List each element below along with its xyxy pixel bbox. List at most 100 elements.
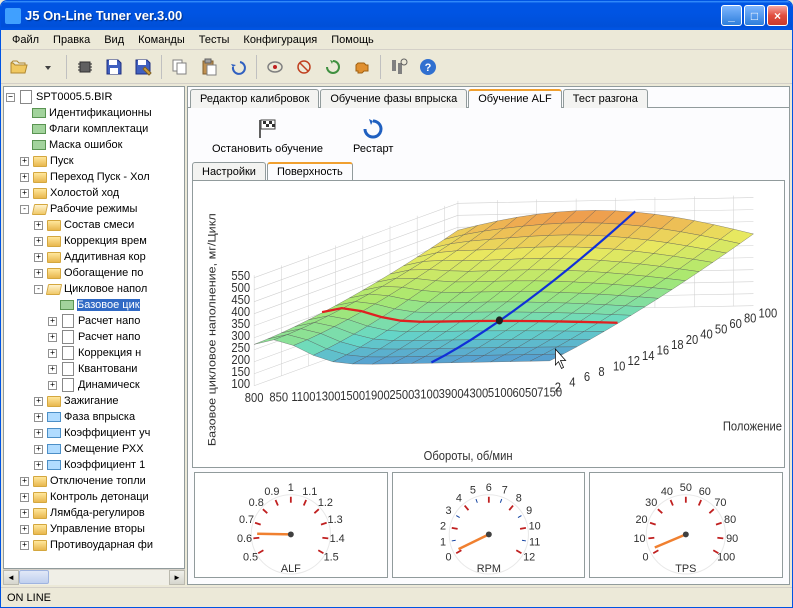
tree-item[interactable]: +Зажигание bbox=[6, 393, 182, 409]
tool2-button[interactable] bbox=[290, 53, 318, 81]
tree-item[interactable]: Идентификационны bbox=[6, 105, 182, 121]
svg-text:1.3: 1.3 bbox=[328, 514, 343, 526]
paste-button[interactable] bbox=[195, 53, 223, 81]
menu-item[interactable]: Конфигурация bbox=[236, 32, 324, 48]
help-button[interactable]: ? bbox=[414, 53, 442, 81]
surface-chart[interactable]: 1001502002503003504004505005508008501100… bbox=[192, 180, 785, 468]
tree-item[interactable]: +Аддитивная кор bbox=[6, 249, 182, 265]
svg-text:0: 0 bbox=[445, 552, 451, 564]
svg-text:10: 10 bbox=[613, 359, 626, 374]
svg-text:1300: 1300 bbox=[316, 389, 341, 404]
svg-text:60: 60 bbox=[699, 486, 711, 498]
tree-item[interactable]: Флаги комплектаци bbox=[6, 121, 182, 137]
svg-text:2500: 2500 bbox=[389, 388, 414, 403]
scroll-left-button[interactable]: ◄ bbox=[3, 570, 19, 585]
svg-text:550: 550 bbox=[231, 268, 250, 283]
main-panel: Редактор калибровокОбучение фазы впрыска… bbox=[187, 86, 790, 585]
svg-text:10: 10 bbox=[528, 520, 540, 532]
svg-text:1900: 1900 bbox=[365, 388, 390, 403]
undo-button[interactable] bbox=[224, 53, 252, 81]
tree-item[interactable]: Маска ошибок bbox=[6, 137, 182, 153]
svg-text:4: 4 bbox=[456, 493, 462, 505]
svg-text:40: 40 bbox=[661, 486, 673, 498]
svg-text:850: 850 bbox=[269, 390, 288, 405]
svg-text:10: 10 bbox=[634, 533, 646, 545]
scroll-thumb[interactable] bbox=[19, 570, 49, 584]
scroll-right-button[interactable]: ► bbox=[169, 570, 185, 585]
tree-item[interactable]: +Лямбда-регулиров bbox=[6, 505, 182, 521]
tree-item[interactable]: +Пуск bbox=[6, 153, 182, 169]
svg-text:50: 50 bbox=[680, 482, 692, 494]
menu-item[interactable]: Вид bbox=[97, 32, 131, 48]
tree-item[interactable]: +Квантовани bbox=[6, 361, 182, 377]
tree-item[interactable]: -Рабочие режимы bbox=[6, 201, 182, 217]
menu-item[interactable]: Правка bbox=[46, 32, 97, 48]
tree-item[interactable]: +Расчет напо bbox=[6, 329, 182, 345]
gauge-alf: 0.50.60.70.80.911.11.21.31.41.5ALF bbox=[194, 472, 388, 578]
menu-item[interactable]: Файл bbox=[5, 32, 46, 48]
tree-item[interactable]: +Коэффициент уч bbox=[6, 425, 182, 441]
tree-item[interactable]: +Отключение топли bbox=[6, 473, 182, 489]
svg-text:3100: 3100 bbox=[414, 387, 439, 402]
svg-text:RPM: RPM bbox=[476, 563, 500, 575]
tree-item[interactable]: +Переход Пуск - Хол bbox=[6, 169, 182, 185]
svg-text:?: ? bbox=[425, 62, 432, 74]
main-tab[interactable]: Редактор калибровок bbox=[190, 89, 319, 108]
tree-item[interactable]: +Смещение РХХ bbox=[6, 441, 182, 457]
tree-item[interactable]: +Коррекция врем bbox=[6, 233, 182, 249]
tool1-button[interactable] bbox=[261, 53, 289, 81]
tree-panel[interactable]: −SPT0005.5.BIRИдентификационныФлаги комп… bbox=[3, 86, 185, 569]
tree-item[interactable]: +Фаза впрыска bbox=[6, 409, 182, 425]
menu-item[interactable]: Помощь bbox=[324, 32, 381, 48]
chip-button[interactable] bbox=[71, 53, 99, 81]
tree-item[interactable]: +Динамическ bbox=[6, 377, 182, 393]
main-tab[interactable]: Тест разгона bbox=[563, 89, 648, 108]
tree-item[interactable]: +Коррекция н bbox=[6, 345, 182, 361]
tool3-button[interactable] bbox=[319, 53, 347, 81]
open-button[interactable] bbox=[5, 53, 33, 81]
tree-item[interactable]: +Состав смеси bbox=[6, 217, 182, 233]
tree-item[interactable]: -Цикловое напол bbox=[6, 281, 182, 297]
save-as-button[interactable] bbox=[129, 53, 157, 81]
minimize-button[interactable]: _ bbox=[721, 5, 742, 26]
tree-item[interactable]: +Управление вторы bbox=[6, 521, 182, 537]
engine-button[interactable] bbox=[348, 53, 376, 81]
tree-item[interactable]: +Холостой ход bbox=[6, 185, 182, 201]
subtabs: НастройкиПоверхность bbox=[192, 162, 785, 181]
tree-item[interactable]: +Обогащение по bbox=[6, 265, 182, 281]
svg-text:60: 60 bbox=[729, 316, 742, 331]
svg-text:0: 0 bbox=[643, 552, 649, 564]
main-tab[interactable]: Обучение ALF bbox=[468, 89, 562, 108]
svg-text:40: 40 bbox=[700, 327, 713, 342]
subtab[interactable]: Настройки bbox=[192, 162, 266, 181]
menu-item[interactable]: Команды bbox=[131, 32, 192, 48]
svg-text:80: 80 bbox=[744, 311, 757, 326]
svg-text:12: 12 bbox=[523, 552, 535, 564]
svg-text:5100: 5100 bbox=[488, 386, 513, 401]
svg-text:9: 9 bbox=[526, 505, 532, 517]
action-reload[interactable]: Рестарт bbox=[353, 117, 393, 155]
maximize-button[interactable]: □ bbox=[744, 5, 765, 26]
save-button[interactable] bbox=[100, 53, 128, 81]
menubar: ФайлПравкаВидКомандыТестыКонфигурацияПом… bbox=[1, 30, 792, 50]
tree-item[interactable]: +Расчет напо bbox=[6, 313, 182, 329]
tree-item[interactable]: +Контроль детонаци bbox=[6, 489, 182, 505]
dropdown-button[interactable] bbox=[34, 53, 62, 81]
tree-item[interactable]: +Противоударная фи bbox=[6, 537, 182, 553]
horizontal-scrollbar[interactable]: ◄ ► bbox=[3, 569, 185, 585]
svg-text:1100: 1100 bbox=[291, 389, 315, 404]
subtab[interactable]: Поверхность bbox=[267, 162, 353, 181]
tree-item[interactable]: +Коэффициент 1 bbox=[6, 457, 182, 473]
svg-text:0.7: 0.7 bbox=[239, 514, 254, 526]
tree-root[interactable]: −SPT0005.5.BIR bbox=[6, 89, 182, 105]
svg-text:2: 2 bbox=[555, 380, 562, 395]
action-flag[interactable]: Остановить обучение bbox=[212, 117, 323, 155]
main-tab[interactable]: Обучение фазы впрыска bbox=[320, 89, 467, 108]
svg-text:8: 8 bbox=[515, 493, 521, 505]
copy-button[interactable] bbox=[166, 53, 194, 81]
titlebar: J5 On-Line Tuner ver.3.00 _ □ × bbox=[1, 1, 792, 30]
close-button[interactable]: × bbox=[767, 5, 788, 26]
tree-item[interactable]: Базовое цик bbox=[6, 297, 182, 313]
settings-button[interactable] bbox=[385, 53, 413, 81]
menu-item[interactable]: Тесты bbox=[192, 32, 237, 48]
